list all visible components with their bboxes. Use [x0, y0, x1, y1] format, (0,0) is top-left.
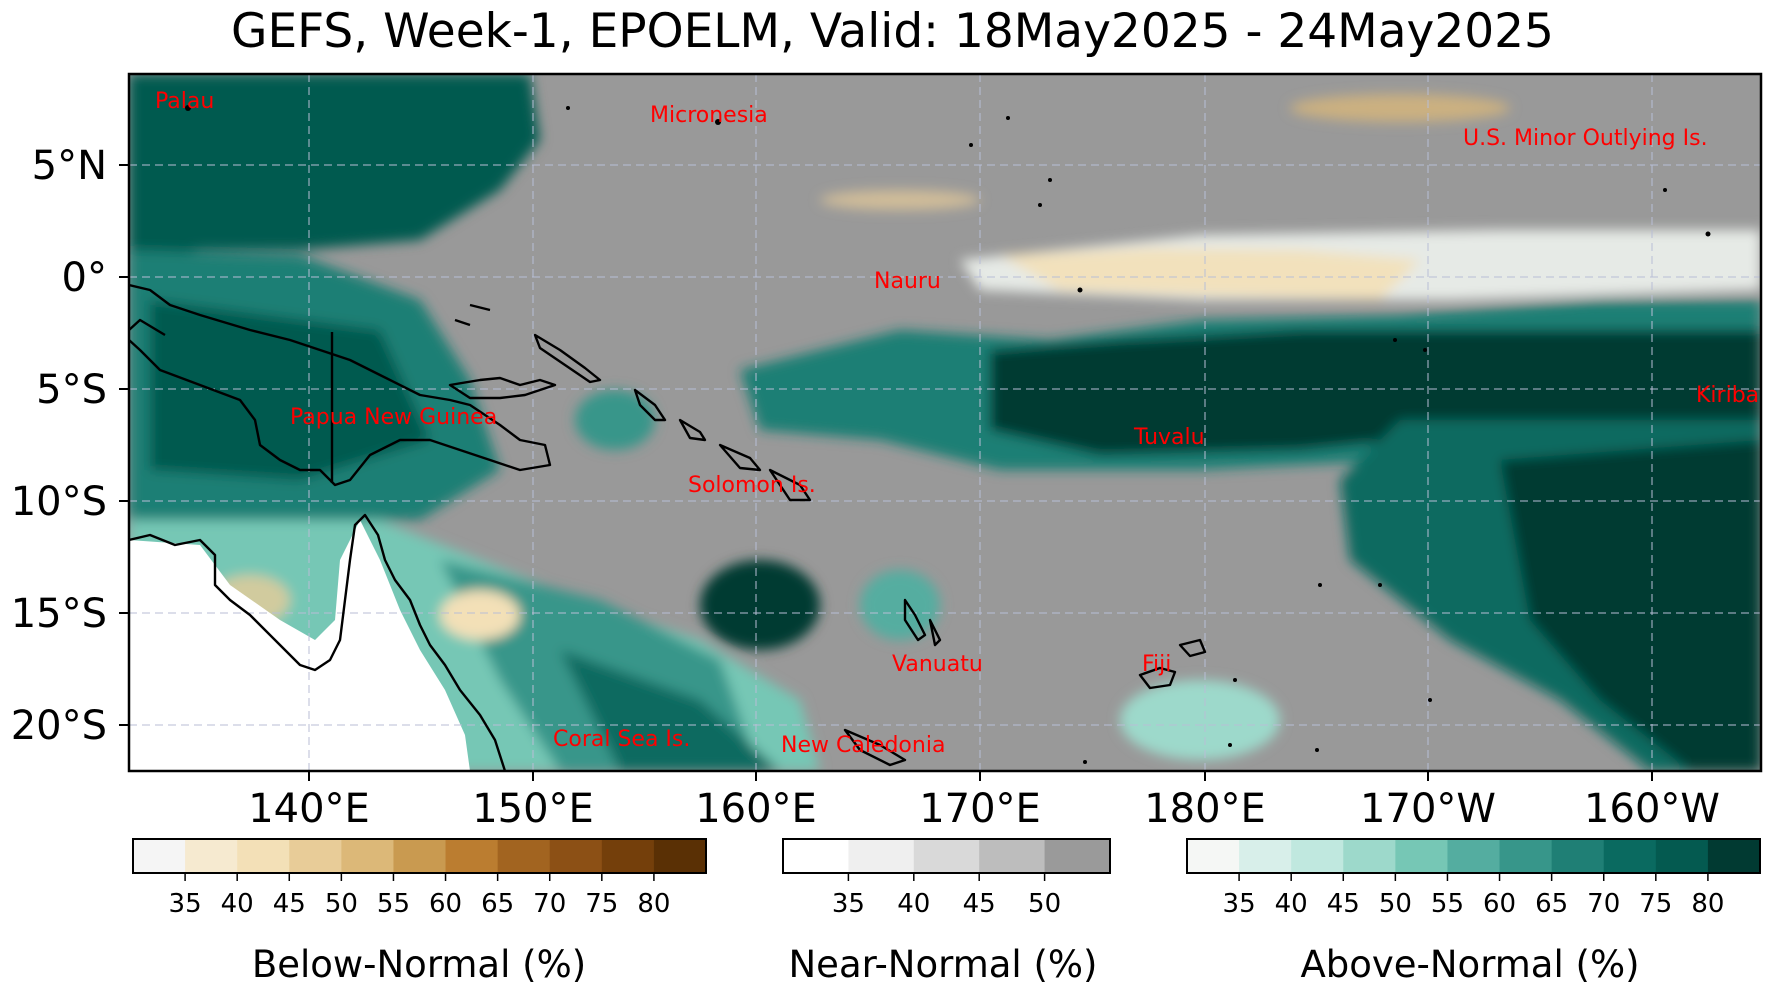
colorbar-tick-label: 40: [221, 889, 254, 919]
colorbar-swatch: [1655, 839, 1709, 873]
island-dots: [185, 105, 1711, 764]
lon-tick-label: 140°E: [248, 786, 370, 832]
colorbar-swatch: [1187, 839, 1240, 873]
lon-tick-label: 150°E: [472, 786, 594, 832]
map-frame: [127, 72, 1763, 773]
lon-tick-label: 170°E: [919, 786, 1041, 832]
lon-tick-label: 160°W: [1584, 786, 1720, 832]
label-kiribati: Kiribati: [1696, 383, 1774, 408]
colorbar-swatch: [1499, 839, 1553, 873]
colorbar-swatch: [601, 839, 655, 873]
colorbar-label-above: Above-Normal (%): [1300, 943, 1639, 986]
lat-tick-marks: [119, 164, 129, 726]
colorbar-swatch: [913, 839, 980, 873]
colorbar-tick-label: 35: [169, 889, 202, 919]
colorbar-swatch: [185, 839, 238, 873]
lon-tick-labels: 140°E 150°E 160°E 170°E 180°E 170°W 160°…: [248, 786, 1720, 832]
colorbar-swatch: [289, 839, 342, 873]
label-solomon: Solomon Is.: [688, 473, 816, 498]
colorbar-swatch: [497, 839, 551, 873]
lat-tick-labels: 5°N 0° 5°S 10°S 15°S 20°S: [11, 143, 107, 749]
colorbar-swatch: [237, 839, 290, 873]
colorbar-swatch: [1707, 839, 1761, 873]
colorbar-tick-label: 35: [1223, 889, 1256, 919]
country-labels: Palau Micronesia U.S. Minor Outlying Is.…: [155, 89, 1774, 758]
colorbar-tick-label: 75: [1639, 889, 1672, 919]
colorbar-tick-label: 40: [897, 889, 930, 919]
label-png: Papua New Guinea: [290, 405, 497, 430]
colorbar-tick-label: 45: [1327, 889, 1360, 919]
colorbar-tick-label: 50: [325, 889, 358, 919]
colorbar-tick-label: 45: [963, 889, 996, 919]
colorbar-tick-label: 80: [1691, 889, 1724, 919]
lat-tick-label: 0°: [62, 255, 107, 301]
colorbar-swatch: [1395, 839, 1448, 873]
lon-tick-label: 170°W: [1360, 786, 1496, 832]
colorbar-tick-label: 75: [585, 889, 618, 919]
label-new-caledonia: New Caledonia: [781, 733, 945, 758]
colorbar-tick-label: 50: [1379, 889, 1412, 919]
colorbar-swatch: [1551, 839, 1605, 873]
colorbar-frame: [1186, 838, 1761, 874]
colorbar-below-normal: 35 40 45 50 55 60 65 70 75 80: [132, 838, 707, 919]
colorbar-near-normal: 35 40 45 50: [782, 838, 1111, 919]
label-coral-sea: Coral Sea Is.: [553, 727, 690, 752]
colorbar-tick-label: 45: [273, 889, 306, 919]
colorbar-swatch: [445, 839, 499, 873]
label-nauru: Nauru: [874, 269, 941, 294]
colorbar-tick-label: 60: [429, 889, 462, 919]
colorbar-swatch: [1044, 839, 1111, 873]
lat-tick-label: 15°S: [11, 591, 107, 637]
lat-tick-label: 10°S: [11, 479, 107, 525]
colorbar-tick-label: 55: [1431, 889, 1464, 919]
label-vanuatu: Vanuatu: [892, 652, 983, 677]
lat-tick-label: 5°S: [36, 367, 107, 413]
colorbar-above-normal: 35 40 45 50 55 60 65 70 75 80: [1186, 838, 1761, 919]
colorbar-label-near: Near-Normal (%): [789, 943, 1098, 986]
coastlines: [129, 283, 1207, 771]
probability-field: [129, 74, 1761, 771]
colorbar-frame: [132, 838, 707, 874]
lon-tick-label: 160°E: [695, 786, 817, 832]
lon-tick-marks: [308, 771, 1653, 781]
colorbar-swatch: [393, 839, 447, 873]
lat-tick-label: 20°S: [11, 703, 107, 749]
label-us-minor: U.S. Minor Outlying Is.: [1463, 126, 1708, 151]
colorbar-tick-label: 70: [1587, 889, 1620, 919]
colorbar-tick-label: 40: [1275, 889, 1308, 919]
colorbar-swatch: [549, 839, 603, 873]
colorbar-swatch: [979, 839, 1046, 873]
chart-title: GEFS, Week-1, EPOELM, Valid: 18May2025 -…: [231, 4, 1554, 59]
colorbar-swatch: [783, 839, 849, 873]
colorbar-swatch: [848, 839, 915, 873]
colorbar-swatch: [1291, 839, 1344, 873]
label-palau: Palau: [155, 89, 214, 114]
colorbar-tick-label: 35: [832, 889, 865, 919]
colorbar-frame: [782, 838, 1111, 874]
colorbar-swatch: [133, 839, 186, 873]
label-fiji: Fiji: [1142, 652, 1171, 677]
colorbar-swatch: [1447, 839, 1501, 873]
colorbar-tick-label: 55: [377, 889, 410, 919]
label-tuvalu: Tuvalu: [1133, 425, 1205, 450]
colorbar-swatch: [1239, 839, 1292, 873]
colorbar-label-below: Below-Normal (%): [252, 943, 586, 986]
gridlines: [129, 74, 1761, 771]
colorbar-labels: Below-Normal (%) Near-Normal (%) Above-N…: [252, 943, 1640, 986]
colorbar-tick-label: 65: [1535, 889, 1568, 919]
lat-tick-label: 5°N: [32, 143, 107, 189]
label-micronesia: Micronesia: [650, 103, 768, 128]
colorbar-swatch: [1343, 839, 1396, 873]
colorbar-swatch: [1603, 839, 1657, 873]
colorbar-tick-label: 65: [481, 889, 514, 919]
colorbar-tick-label: 70: [533, 889, 566, 919]
colorbar-tick-label: 80: [637, 889, 670, 919]
colorbar-swatch: [341, 839, 394, 873]
lon-tick-label: 180°E: [1144, 786, 1266, 832]
colorbar-tick-label: 60: [1483, 889, 1516, 919]
colorbar-swatch: [653, 839, 707, 873]
colorbar-tick-label: 50: [1028, 889, 1061, 919]
map-area: Palau Micronesia U.S. Minor Outlying Is.…: [129, 74, 1774, 771]
